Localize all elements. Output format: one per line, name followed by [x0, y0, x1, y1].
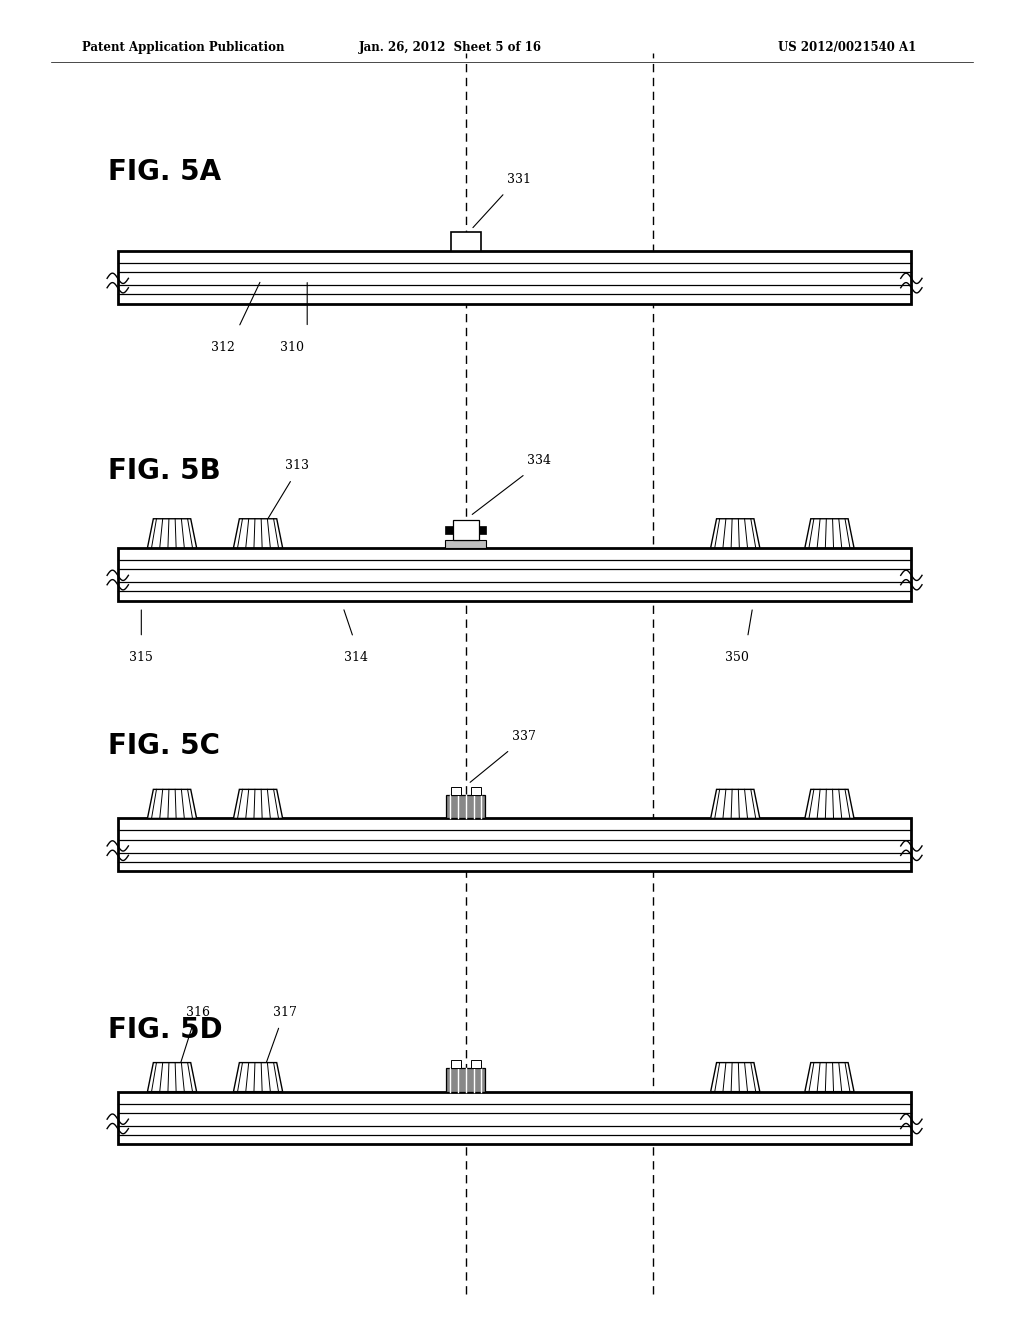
- Text: 310: 310: [280, 341, 304, 354]
- Polygon shape: [471, 1060, 481, 1068]
- Polygon shape: [233, 789, 283, 818]
- Polygon shape: [118, 1092, 911, 1144]
- Text: Jan. 26, 2012  Sheet 5 of 16: Jan. 26, 2012 Sheet 5 of 16: [359, 41, 542, 54]
- Polygon shape: [147, 789, 197, 818]
- Polygon shape: [451, 232, 481, 251]
- Polygon shape: [711, 789, 760, 818]
- Polygon shape: [147, 1063, 197, 1092]
- Text: 314: 314: [344, 651, 369, 664]
- Polygon shape: [711, 519, 760, 548]
- Polygon shape: [445, 527, 453, 535]
- Polygon shape: [445, 540, 486, 548]
- Polygon shape: [118, 818, 911, 871]
- Text: FIG. 5C: FIG. 5C: [108, 731, 219, 760]
- Polygon shape: [479, 527, 486, 535]
- Polygon shape: [471, 787, 481, 795]
- Polygon shape: [233, 519, 283, 548]
- Text: 331: 331: [507, 173, 530, 186]
- Text: FIG. 5D: FIG. 5D: [108, 1015, 222, 1044]
- Text: 315: 315: [129, 651, 154, 664]
- Polygon shape: [453, 520, 479, 540]
- Polygon shape: [451, 1060, 461, 1068]
- Text: 312: 312: [211, 341, 236, 354]
- Polygon shape: [118, 251, 911, 304]
- Text: 317: 317: [272, 1006, 297, 1019]
- Text: 337: 337: [512, 730, 536, 743]
- Polygon shape: [805, 519, 854, 548]
- Polygon shape: [451, 787, 461, 795]
- Text: 350: 350: [725, 651, 750, 664]
- Polygon shape: [147, 519, 197, 548]
- Polygon shape: [118, 548, 911, 601]
- Text: Patent Application Publication: Patent Application Publication: [82, 41, 285, 54]
- Polygon shape: [446, 1068, 485, 1092]
- Polygon shape: [233, 1063, 283, 1092]
- Polygon shape: [711, 1063, 760, 1092]
- Polygon shape: [805, 789, 854, 818]
- Text: FIG. 5B: FIG. 5B: [108, 457, 220, 486]
- Text: 316: 316: [185, 1006, 210, 1019]
- Polygon shape: [805, 1063, 854, 1092]
- Text: FIG. 5A: FIG. 5A: [108, 157, 220, 186]
- Polygon shape: [446, 795, 485, 818]
- Text: 313: 313: [285, 459, 309, 473]
- Text: US 2012/0021540 A1: US 2012/0021540 A1: [778, 41, 916, 54]
- Text: 334: 334: [527, 454, 551, 467]
